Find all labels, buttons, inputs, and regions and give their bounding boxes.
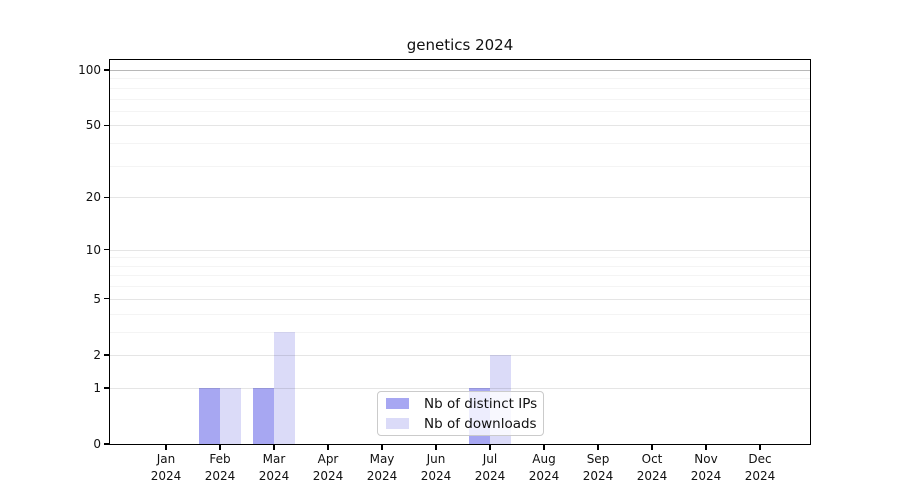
x-tick-label: Apr 2024: [300, 451, 356, 485]
year-label: 2024: [474, 469, 506, 483]
minor-gridline: [110, 78, 810, 80]
year-label: 2024: [744, 469, 776, 483]
x-tick-label: Jul 2024: [462, 451, 518, 485]
x-tick-mark: [219, 445, 221, 450]
y-tick-mark: [104, 196, 109, 198]
x-tick-mark: [543, 445, 545, 450]
x-tick-mark: [381, 445, 383, 450]
x-tick-mark: [327, 445, 329, 450]
minor-gridline: [110, 275, 810, 277]
y-tick-label: 5: [93, 291, 101, 306]
y-tick-label: 100: [78, 63, 101, 77]
month-label: Sep: [586, 452, 610, 466]
major-gridline: [110, 125, 810, 127]
x-tick-label: Oct 2024: [624, 451, 680, 485]
year-label: 2024: [258, 469, 290, 483]
minor-gridline: [110, 265, 810, 267]
downloads-swatch: [386, 418, 409, 429]
y-tick-label: 20: [85, 190, 101, 205]
month-label: Oct: [641, 452, 663, 466]
minor-gridline: [110, 257, 810, 259]
y-tick-mark: [104, 443, 109, 445]
y-tick-label: 1: [93, 380, 101, 395]
bar-distinct-ips-feb: [199, 387, 220, 444]
minor-gridline: [110, 143, 810, 145]
year-label: 2024: [528, 469, 560, 483]
bar-downloads-feb: [220, 387, 241, 444]
x-tick-mark: [435, 445, 437, 450]
x-tick-mark: [273, 445, 275, 450]
x-tick-label: May 2024: [354, 451, 410, 485]
x-tick-mark: [165, 445, 167, 450]
month-label: Jun: [426, 452, 446, 466]
year-label: 2024: [150, 469, 182, 483]
legend-label-downloads: Nb of downloads: [424, 415, 537, 432]
minor-gridline: [110, 165, 810, 167]
major-gridline: [110, 197, 810, 199]
chart-title: genetics 2024: [406, 36, 514, 54]
month-label: Feb: [209, 452, 231, 466]
x-tick-mark: [759, 445, 761, 450]
major-gridline: [110, 70, 810, 71]
distinct-ips-swatch: [386, 398, 409, 409]
month-label: Aug: [532, 452, 556, 466]
major-gridline: [110, 249, 810, 251]
year-label: 2024: [204, 469, 236, 483]
y-tick-label: 0: [93, 437, 101, 451]
month-label: May: [369, 452, 395, 466]
minor-gridline: [110, 110, 810, 112]
x-tick-label: Aug 2024: [516, 451, 572, 485]
y-tick-mark: [104, 69, 109, 71]
minor-gridline: [110, 286, 810, 288]
legend-row-downloads: Nb of downloads: [386, 415, 537, 432]
minor-gridline: [110, 331, 810, 333]
x-tick-mark: [705, 445, 707, 450]
x-tick-label: Mar 2024: [246, 451, 302, 485]
year-label: 2024: [582, 469, 614, 483]
y-tick-label: 10: [85, 242, 101, 257]
y-tick-mark: [104, 298, 109, 300]
minor-gridline: [110, 87, 810, 89]
year-label: 2024: [636, 469, 668, 483]
x-tick-label: Jun 2024: [408, 451, 464, 485]
major-gridline: [110, 354, 810, 356]
y-tick-mark: [104, 387, 109, 389]
x-tick-mark: [597, 445, 599, 450]
legend-label-distinct-ips: Nb of distinct IPs: [424, 395, 538, 412]
y-tick-label: 50: [85, 118, 101, 133]
x-tick-label: Feb 2024: [192, 451, 248, 485]
month-label: Jan: [156, 452, 176, 466]
year-label: 2024: [312, 469, 344, 483]
minor-gridline: [110, 98, 810, 100]
month-label: Apr: [317, 452, 339, 466]
major-gridline: [110, 387, 810, 389]
y-tick-mark: [104, 124, 109, 127]
month-label: Dec: [748, 452, 772, 466]
x-tick-label: Sep 2024: [570, 451, 626, 485]
x-tick-mark: [489, 445, 491, 450]
x-tick-label: Nov 2024: [678, 451, 734, 485]
y-tick-mark: [104, 354, 109, 356]
major-gridline: [110, 298, 810, 300]
x-tick-label: Jan 2024: [138, 451, 194, 485]
year-label: 2024: [366, 469, 398, 483]
legend: Nb of distinct IPs Nb of downloads: [377, 391, 544, 436]
x-tick-label: Dec 2024: [732, 451, 788, 485]
bar-distinct-ips-mar: [253, 387, 274, 444]
month-label: Jul: [482, 452, 498, 466]
legend-row-distinct-ips: Nb of distinct IPs: [386, 395, 538, 412]
month-label: Mar: [262, 452, 286, 466]
month-label: Nov: [694, 452, 718, 466]
year-label: 2024: [420, 469, 452, 483]
y-tick-label: 2: [93, 347, 101, 362]
bar-downloads-mar: [274, 331, 295, 444]
minor-gridline: [110, 313, 810, 315]
y-tick-mark: [104, 248, 109, 251]
year-label: 2024: [690, 469, 722, 483]
x-tick-mark: [651, 445, 653, 450]
